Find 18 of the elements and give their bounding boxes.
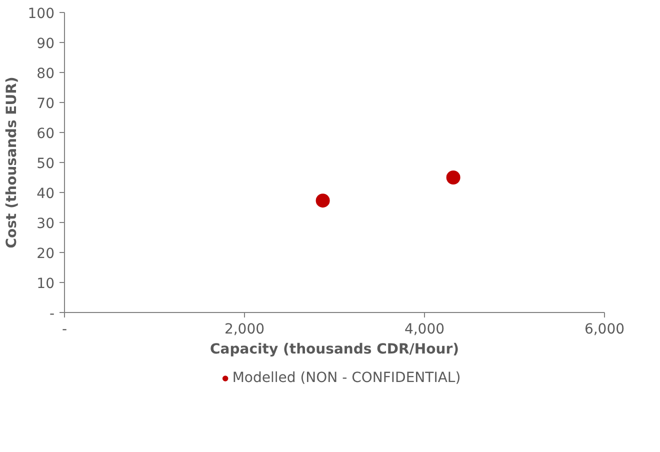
y-tick-label: 100 bbox=[28, 6, 55, 22]
x-tick-label: 6,000 bbox=[584, 322, 625, 338]
y-tick-label: 10 bbox=[36, 276, 55, 292]
x-tick-label: 2,000 bbox=[224, 322, 265, 338]
x-tick-label: 4,000 bbox=[404, 322, 445, 338]
legend-label: Modelled (NON - CONFIDENTIAL) bbox=[232, 370, 461, 386]
y-tick-label: - bbox=[49, 306, 55, 322]
y-tick-label: 90 bbox=[36, 36, 55, 52]
y-tick-label: 50 bbox=[36, 156, 55, 172]
y-tick-label: 40 bbox=[36, 186, 55, 202]
y-tick-label: 30 bbox=[36, 216, 55, 232]
y-tick-label: 60 bbox=[36, 126, 55, 142]
x-tick-label: - bbox=[62, 322, 68, 338]
x-axis-title: Capacity (thousands CDR/Hour) bbox=[210, 342, 460, 358]
y-tick-label: 80 bbox=[36, 66, 55, 82]
y-tick-label: 20 bbox=[36, 246, 55, 262]
y-tick-label: 70 bbox=[36, 96, 55, 112]
y-axis-title: Cost (thousands EUR) bbox=[4, 76, 20, 248]
